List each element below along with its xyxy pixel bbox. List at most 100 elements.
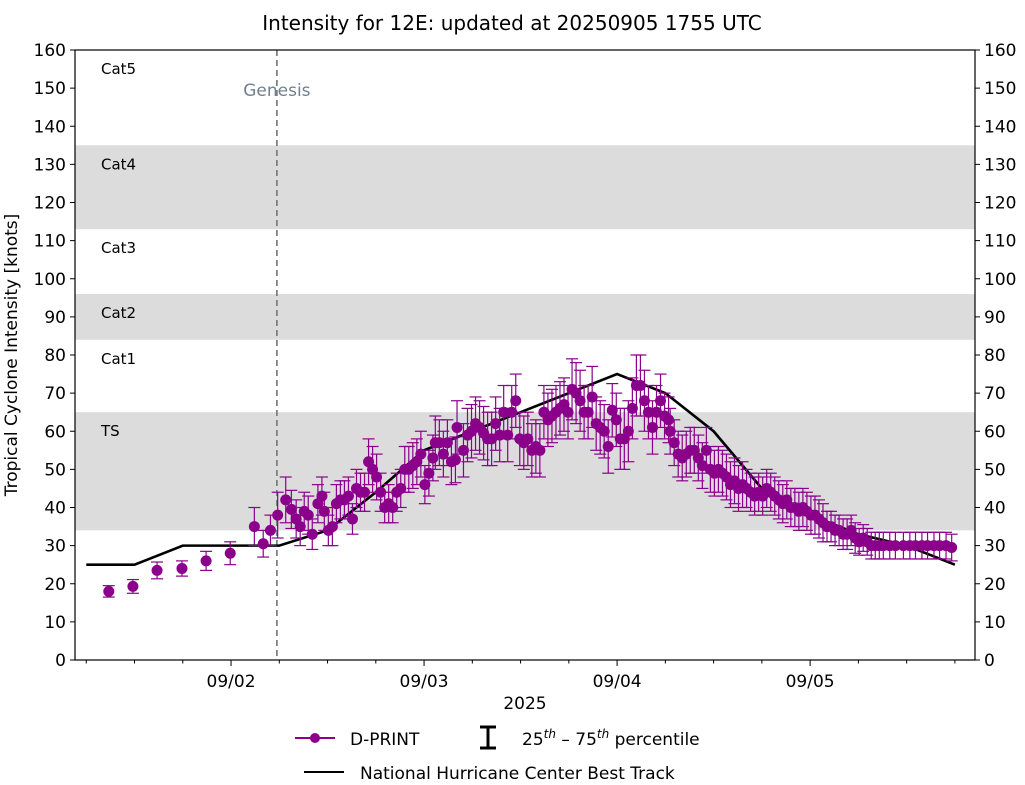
dprint-marker <box>664 425 676 437</box>
dprint-point <box>700 426 713 474</box>
y-tick-label-right: 30 <box>984 537 1006 557</box>
y-tick-label-right: 80 <box>984 346 1006 366</box>
dprint-point <box>441 419 454 467</box>
dprint-marker <box>127 580 139 592</box>
dprint-marker <box>151 564 163 576</box>
legend-entry-best-track: National Hurricane Center Best Track <box>304 764 675 784</box>
y-tick-label-right: 0 <box>984 651 995 671</box>
dprint-marker <box>598 425 610 437</box>
dprint-marker <box>248 521 260 533</box>
dprint-marker <box>522 433 534 445</box>
dprint-point <box>175 560 188 577</box>
dprint-marker <box>272 509 284 521</box>
legend-dprint-label: D-PRINT <box>350 730 420 750</box>
dprint-marker <box>602 441 614 452</box>
dprint-point <box>126 578 139 594</box>
dprint-marker <box>562 406 574 418</box>
y-tick-label-left: 110 <box>34 232 66 252</box>
y-tick-label-right: 10 <box>984 613 1006 633</box>
dprint-marker <box>318 505 330 517</box>
x-tick-label: 09/04 <box>593 672 642 692</box>
dprint-point <box>668 419 681 467</box>
dprint-point <box>449 436 462 484</box>
dprint-marker <box>494 429 506 441</box>
dprint-marker <box>646 421 658 433</box>
dprint-point <box>497 384 510 440</box>
dprint-point <box>437 430 450 478</box>
dprint-marker <box>302 509 314 521</box>
category-label-cat3: Cat3 <box>101 239 136 257</box>
y-tick-label-right: 120 <box>984 194 1016 214</box>
dprint-point <box>285 489 298 530</box>
dprint-marker <box>510 395 522 407</box>
genesis-marker: Genesis <box>243 50 311 660</box>
dprint-point <box>306 518 319 551</box>
dprint-marker <box>582 406 594 418</box>
y-tick-label-right: 20 <box>984 575 1006 595</box>
legend-entry-dprint: D-PRINT <box>295 730 420 750</box>
dprint-point <box>151 561 164 580</box>
dprint-point <box>610 392 623 448</box>
dprint-marker <box>451 421 463 433</box>
dprint-marker <box>200 555 212 567</box>
dprint-marker <box>449 454 461 466</box>
dprint-marker <box>359 486 371 498</box>
y-tick-label-right: 110 <box>984 232 1016 252</box>
dprint-point <box>386 491 399 524</box>
x-axis-label: 2025 <box>503 694 546 714</box>
dprint-marker <box>419 479 431 491</box>
y-tick-label-left: 30 <box>44 537 66 557</box>
y-tick-label-right: 140 <box>984 117 1016 137</box>
dprint-point <box>521 411 534 467</box>
dprint-marker <box>346 513 358 525</box>
y-tick-label-left: 50 <box>44 460 66 480</box>
y-tick-label-left: 70 <box>44 384 66 404</box>
category-label-cat2: Cat2 <box>101 304 136 322</box>
dprint-point <box>509 373 522 429</box>
dprint-point <box>533 423 546 478</box>
y-tick-label-left: 150 <box>34 79 66 99</box>
legend: D-PRINT 25th – 75th percentile National Hu… <box>295 725 700 784</box>
dprint-point <box>945 533 958 562</box>
y-tick-label-left: 60 <box>44 422 66 442</box>
plot-frame <box>74 49 976 661</box>
dprint-marker <box>634 380 646 391</box>
dprint-marker <box>257 538 269 550</box>
band-ts <box>75 412 975 531</box>
dprint-point <box>489 396 502 451</box>
dprint-marker <box>285 503 297 515</box>
category-label-cat1: Cat1 <box>101 350 136 368</box>
y-tick-label-left: 20 <box>44 575 66 595</box>
dprint-marker <box>606 404 618 416</box>
dprint-series <box>102 354 958 598</box>
category-bands: TS Cat1 Cat2 Cat3 Cat4 Cat5 <box>75 60 975 531</box>
dprint-marker <box>889 540 901 552</box>
category-label-cat4: Cat4 <box>101 155 136 173</box>
dprint-marker <box>642 406 654 418</box>
dprint-marker <box>264 524 276 536</box>
dprint-point <box>318 491 331 531</box>
dprint-marker <box>457 444 469 456</box>
dprint-marker <box>395 482 407 494</box>
y-tick-label-left: 120 <box>34 194 66 214</box>
y-tick-label-left: 10 <box>44 613 66 633</box>
dprint-marker <box>103 585 115 597</box>
dprint-marker <box>224 547 236 559</box>
dprint-point <box>271 491 284 539</box>
y-tick-label-left: 130 <box>34 155 66 175</box>
dprint-marker <box>294 521 306 533</box>
band-cat4 <box>75 145 975 230</box>
genesis-label: Genesis <box>243 81 310 101</box>
dprint-marker <box>415 448 427 460</box>
y-tick-label-left: 80 <box>44 346 66 366</box>
y-axis-label: Tropical Cyclone Intensity [knots] <box>2 214 22 498</box>
dprint-marker <box>626 402 638 414</box>
dprint-marker <box>441 437 453 449</box>
dprint-marker <box>498 406 510 418</box>
dprint-marker <box>306 528 318 540</box>
category-label-ts: TS <box>100 422 120 440</box>
dprint-point <box>200 550 213 572</box>
y-tick-label-right: 150 <box>984 79 1016 99</box>
dprint-marker <box>387 502 399 513</box>
